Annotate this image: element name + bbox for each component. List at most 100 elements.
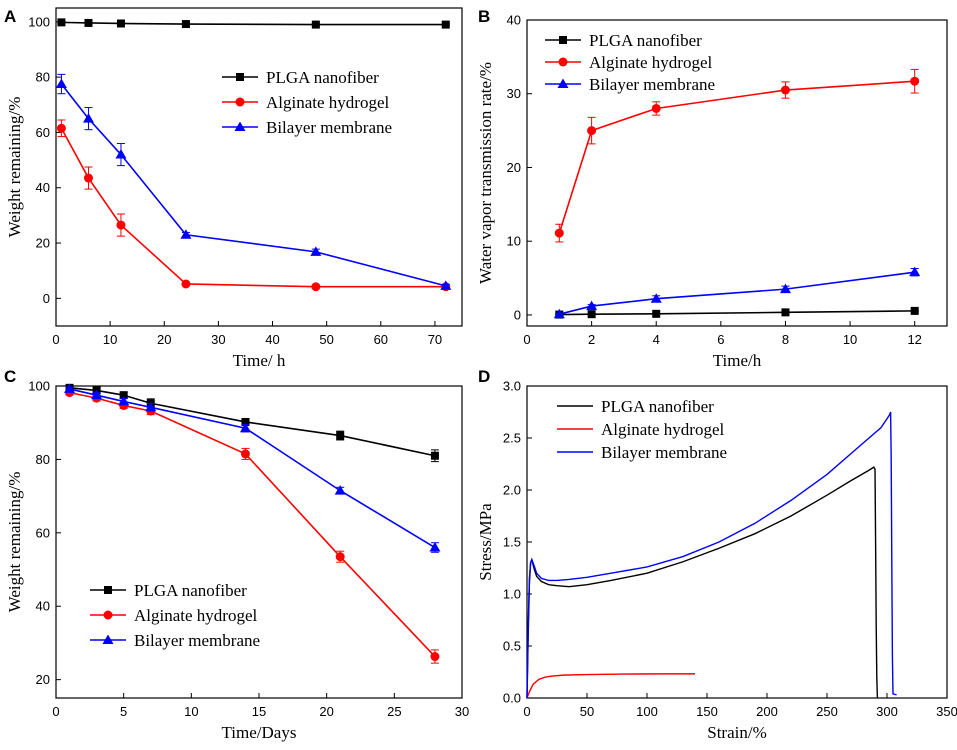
legend: PLGA nanofiber Alginate hydrogel Bilayer m… (545, 31, 715, 94)
legend-item: Alginate hydrogel (545, 53, 712, 72)
x-axis-title: Strain/% (707, 723, 767, 742)
legend-label: PLGA nanofiber (266, 68, 379, 87)
data-point (56, 123, 66, 133)
data-point (780, 85, 790, 95)
legend-item: PLGA nanofiber (90, 581, 247, 600)
data-point (57, 18, 66, 27)
legend-item: Alginate hydrogel (557, 420, 724, 439)
series-bilayer-membrane (553, 266, 921, 319)
legend-item: Bilayer membrane (222, 118, 392, 137)
data-point (781, 308, 790, 317)
x-tick-label: 60 (374, 332, 388, 347)
series-plga-nanofiber (526, 466, 879, 699)
data-point (430, 451, 439, 460)
data-point (311, 282, 321, 292)
data-point (84, 18, 93, 27)
series-line (559, 310, 915, 316)
data-point (181, 20, 190, 29)
panel-letter: D (478, 367, 490, 386)
legend-marker (236, 73, 244, 81)
data-point (311, 20, 320, 29)
panel-letter: A (4, 7, 16, 26)
y-tick-label: 0 (514, 307, 521, 322)
legend-item: PLGA nanofiber (222, 68, 379, 87)
data-point (440, 280, 452, 290)
y-tick-label: 30 (507, 86, 521, 101)
series-bilayer-membrane (64, 383, 441, 553)
data-point (650, 293, 662, 303)
data-point (116, 19, 125, 28)
data-point (116, 220, 126, 230)
y-axis-title: Weight remaining/% (5, 472, 24, 613)
legend-label: Bilayer membrane (134, 631, 260, 650)
y-tick-label: 20 (36, 236, 50, 251)
series-plga-nanofiber (57, 18, 450, 29)
legend-label: Bilayer membrane (266, 118, 392, 137)
x-tick-label: 0 (523, 704, 530, 719)
y-tick-label: 1.0 (503, 587, 521, 602)
y-tick-label: 100 (28, 379, 50, 394)
x-tick-label: 50 (580, 704, 594, 719)
data-point (180, 229, 192, 239)
x-tick-label: 70 (428, 332, 442, 347)
y-tick-label: 80 (36, 452, 50, 467)
y-axis-title: Weight remaining/% (5, 97, 24, 238)
legend-item: Bilayer membrane (557, 443, 727, 462)
series-bilayer-membrane (55, 73, 452, 290)
data-point (119, 391, 128, 400)
data-point (779, 283, 791, 294)
legend-marker (558, 57, 568, 67)
data-point (587, 310, 596, 319)
y-tick-label: 10 (507, 234, 521, 249)
y-tick-label: 2.0 (503, 483, 521, 498)
legend-label: PLGA nanofiber (134, 581, 247, 600)
data-point (240, 449, 250, 459)
x-axis-title: Time/h (713, 351, 762, 370)
legend-marker (234, 121, 246, 131)
y-tick-label: 20 (36, 672, 50, 687)
x-tick-label: 25 (387, 704, 401, 719)
y-tick-label: 2.5 (503, 431, 521, 446)
series-alginate-hydrogel (526, 673, 695, 699)
data-point (910, 76, 920, 86)
legend: PLGA nanofiber Alginate hydrogel Bilayer m… (90, 581, 260, 650)
x-tick-label: 0 (523, 332, 530, 347)
legend-marker (559, 36, 567, 44)
chart-panel-c: C 0 5 10 15 20 25 30 20 40 60 80 100 Time/Days Weight … (4, 367, 469, 742)
y-tick-label: 100 (28, 14, 50, 29)
axes-frame (55, 385, 463, 699)
legend-item: Alginate hydrogel (222, 93, 389, 112)
axes-frame (526, 19, 948, 327)
y-tick-label: 0.5 (503, 639, 521, 654)
series-plga-nanofiber (555, 306, 919, 319)
panel-letter: B (478, 7, 490, 26)
x-tick-label: 4 (653, 332, 660, 347)
y-tick-label: 80 (36, 70, 50, 85)
series-line (526, 673, 695, 699)
data-point (553, 308, 565, 319)
x-axis-title: Time/Days (222, 723, 297, 742)
x-tick-label: 20 (157, 332, 171, 347)
legend-item: Bilayer membrane (90, 631, 260, 650)
data-point (118, 395, 130, 406)
y-tick-label: 20 (507, 160, 521, 175)
series-line (526, 411, 897, 699)
y-tick-label: 60 (36, 525, 50, 540)
legend-item: PLGA nanofiber (557, 397, 714, 416)
legend-item: Alginate hydrogel (90, 606, 257, 625)
series-alginate-hydrogel (554, 68, 920, 243)
data-point (239, 422, 251, 433)
data-point (310, 246, 322, 256)
data-point (336, 431, 345, 440)
legend-item: Bilayer membrane (545, 75, 715, 94)
x-tick-label: 0 (52, 332, 59, 347)
legend-label: Bilayer membrane (601, 443, 727, 462)
x-tick-label: 100 (636, 704, 658, 719)
data-point (429, 542, 441, 552)
series-line (558, 80, 915, 234)
series-plga-nanofiber (65, 383, 439, 463)
data-point (82, 113, 94, 123)
x-tick-label: 10 (184, 704, 198, 719)
legend-label: Alginate hydrogel (266, 93, 389, 112)
legend-marker (102, 634, 114, 644)
